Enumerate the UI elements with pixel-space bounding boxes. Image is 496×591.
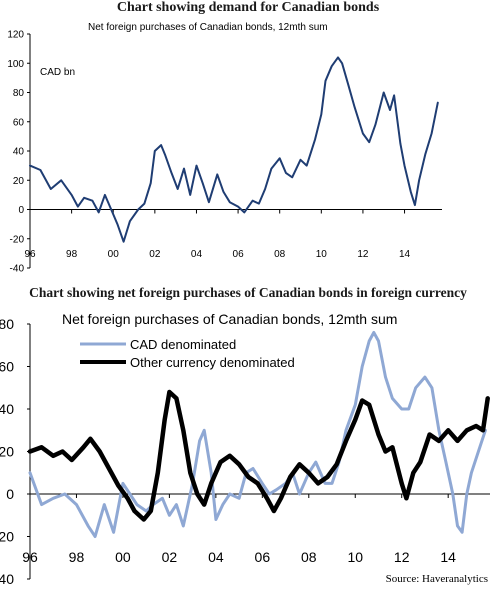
chart1-series-group (29, 56, 439, 243)
x-tick-label: 06 (233, 249, 245, 260)
x-tick-label: 00 (108, 249, 120, 260)
x-tick-label: 14 (440, 549, 456, 565)
x-tick-label: 14 (399, 249, 411, 260)
chart2-series-group (27, 331, 490, 538)
y-tick-label: 40 (0, 401, 14, 417)
y-tick-label: 20 (13, 176, 25, 187)
legend-label-other: Other currency denominated (130, 355, 295, 370)
chart1-ylabel: CAD bn (40, 67, 75, 78)
chart2-legend: CAD denominated Other currency denominat… (80, 337, 295, 370)
x-tick-label: 02 (162, 549, 178, 565)
x-tick-label: 98 (69, 549, 85, 565)
x-tick-label: 06 (255, 549, 271, 565)
chart1-heading: Chart showing demand for Canadian bonds (116, 0, 380, 15)
chart1-title: Net foreign purchases of Canadian bonds,… (88, 22, 328, 33)
x-tick-label: 04 (191, 249, 203, 260)
x-tick-label: 10 (347, 549, 363, 565)
y-tick-label: -40 (0, 571, 14, 587)
legend-label-cad: CAD denominated (130, 337, 236, 352)
y-tick-label: 0 (18, 205, 24, 216)
chart1-svg: Net foreign purchases of Canadian bonds,… (7, 22, 442, 275)
x-tick-label: 08 (274, 249, 286, 260)
x-tick-label: 00 (115, 549, 131, 565)
x-tick-label: 08 (301, 549, 317, 565)
y-tick-label: 0 (6, 486, 14, 502)
chart2-heading: Chart showing net foreign purchases of C… (29, 285, 467, 300)
y-tick-label: -20 (10, 234, 25, 245)
y-tick-label: 60 (0, 358, 14, 374)
series-line-other-currency-denominated (27, 389, 490, 522)
x-tick-label: 98 (66, 249, 78, 260)
chart1-axes: 120 100 80 60 40 20 0 -20 -40 96 98 00 02 04 06 08 10 12 1… (7, 30, 442, 275)
x-tick-label: 96 (22, 549, 38, 565)
y-tick-label: 80 (13, 88, 25, 99)
y-tick-label: 60 (13, 117, 25, 128)
x-tick-label: 96 (24, 249, 36, 260)
y-tick-label: 40 (13, 147, 25, 158)
x-tick-label: 02 (149, 249, 161, 260)
series-line-main (29, 56, 439, 243)
y-tick-label: -40 (10, 264, 25, 275)
y-tick-label: 80 (0, 316, 14, 332)
x-tick-label: 12 (357, 249, 369, 260)
y-tick-label: -20 (0, 528, 14, 544)
y-tick-label: 100 (7, 59, 24, 70)
y-tick-label: 120 (7, 30, 24, 41)
chart2-title: Net foreign purchases of Canadian bonds,… (62, 311, 397, 327)
source-note: Source: Haveranalytics (385, 573, 488, 585)
y-tick-label: 20 (0, 443, 14, 459)
x-tick-label: 12 (394, 549, 410, 565)
series-line-cad-denominated (28, 331, 487, 538)
x-tick-label: 04 (208, 549, 224, 565)
x-tick-label: 10 (316, 249, 328, 260)
